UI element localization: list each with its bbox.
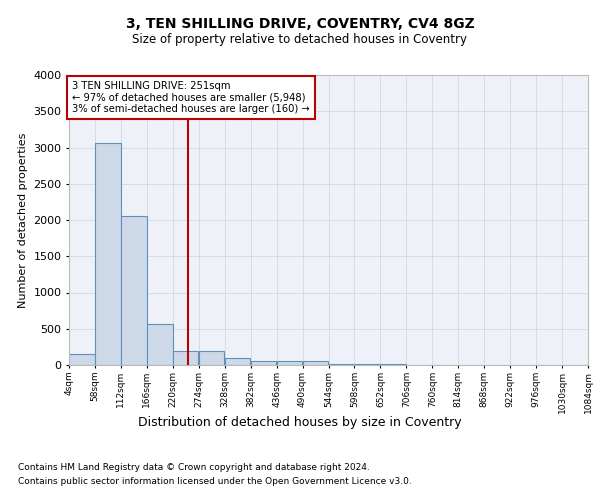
Bar [355, 364, 380, 365]
Bar [329, 364, 354, 365]
Bar [251, 360, 277, 365]
Bar [225, 358, 250, 365]
Bar [95, 143, 121, 365]
Bar [173, 350, 199, 365]
Bar [303, 362, 328, 365]
Text: 3 TEN SHILLING DRIVE: 251sqm
← 97% of detached houses are smaller (5,948)
3% of : 3 TEN SHILLING DRIVE: 251sqm ← 97% of de… [72, 81, 310, 114]
Text: 3, TEN SHILLING DRIVE, COVENTRY, CV4 8GZ: 3, TEN SHILLING DRIVE, COVENTRY, CV4 8GZ [125, 18, 475, 32]
Bar [277, 361, 302, 365]
Bar [147, 324, 173, 365]
Y-axis label: Number of detached properties: Number of detached properties [17, 132, 28, 308]
Bar [69, 354, 95, 365]
Bar [380, 364, 406, 365]
Text: Contains public sector information licensed under the Open Government Licence v3: Contains public sector information licen… [18, 476, 412, 486]
Bar [199, 350, 224, 365]
Text: Contains HM Land Registry data © Crown copyright and database right 2024.: Contains HM Land Registry data © Crown c… [18, 463, 370, 472]
Text: Size of property relative to detached houses in Coventry: Size of property relative to detached ho… [133, 32, 467, 46]
Bar [121, 216, 146, 365]
Text: Distribution of detached houses by size in Coventry: Distribution of detached houses by size … [138, 416, 462, 429]
